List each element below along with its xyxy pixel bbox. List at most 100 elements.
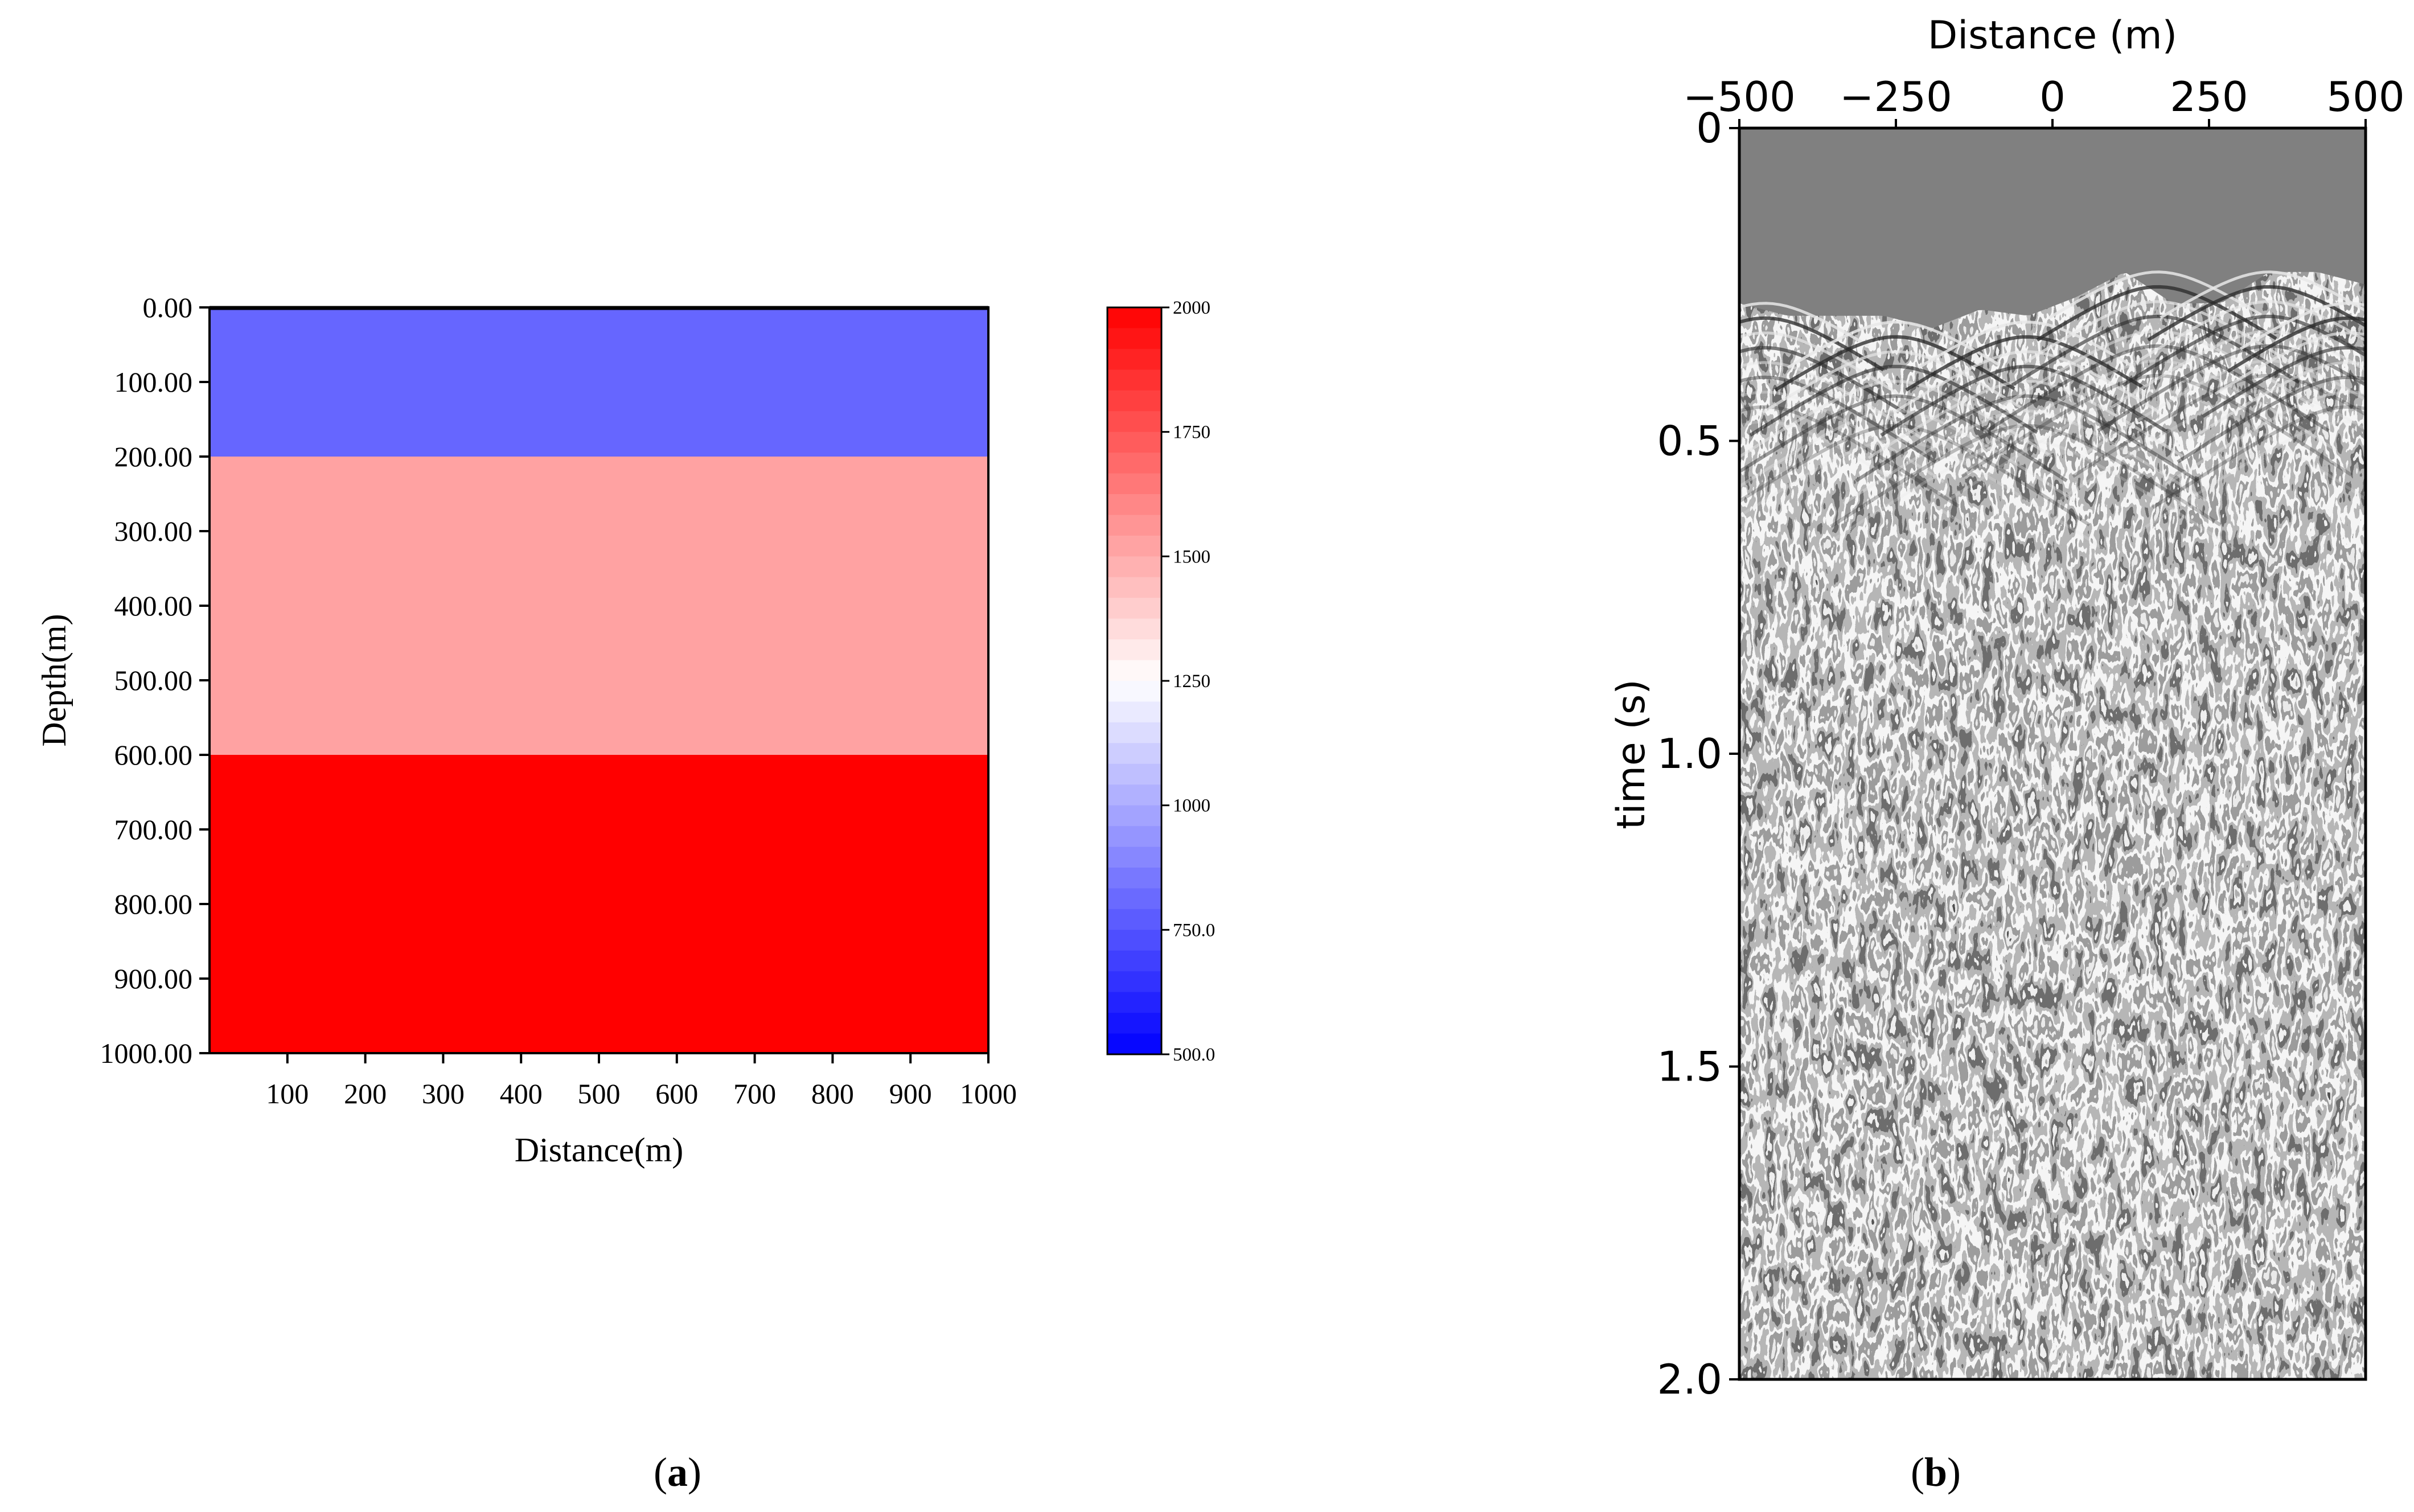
diffraction-arc xyxy=(1905,335,2146,392)
diffraction-arc xyxy=(1787,321,2001,369)
depth-tick-label: 0.00 xyxy=(143,291,193,323)
depth-axis-label: Depth(m) xyxy=(35,614,73,746)
diffraction-arc xyxy=(2189,361,2366,441)
velocity-layer-3 xyxy=(210,755,988,1053)
colorbar-band xyxy=(1107,556,1161,578)
colorbar-band xyxy=(1107,784,1161,806)
diffraction-arc xyxy=(2164,391,2366,486)
diffraction-arc xyxy=(1867,380,2184,459)
time-tick-label: 0 xyxy=(1696,104,1722,152)
depth-tick-label: 800.00 xyxy=(114,888,193,920)
colorbar-band xyxy=(1107,453,1161,474)
depth-tick-label: 400.00 xyxy=(114,590,193,622)
colorbar-band xyxy=(1107,411,1161,433)
colorbar-band xyxy=(1107,598,1161,619)
diffraction-arc xyxy=(2109,330,2366,409)
colorbar-band xyxy=(1107,1033,1161,1055)
diffraction-arc xyxy=(1739,380,2053,459)
colorbar-band xyxy=(1107,681,1161,702)
time-tick-label: 1.0 xyxy=(1657,730,1722,778)
diffraction-arc xyxy=(1739,302,1870,348)
diffraction-arc xyxy=(2227,316,2366,373)
colorbar-band xyxy=(1107,618,1161,640)
colorbar-band xyxy=(1107,971,1161,993)
diffraction-arc xyxy=(1739,346,1907,416)
colorbar-tick-label: 1500 xyxy=(1173,547,1210,567)
colorbar-band xyxy=(1107,473,1161,495)
diffraction-arc xyxy=(1817,439,2236,551)
depth-tick-label: 200.00 xyxy=(114,441,193,472)
colorbar-band xyxy=(1107,390,1161,412)
panel-label-b: (b) xyxy=(1911,1449,1961,1495)
colorbar-tick-label: 500.0 xyxy=(1173,1045,1215,1065)
seismic-distance-tick-label: 250 xyxy=(2170,73,2248,121)
panel-label-a: (a) xyxy=(654,1449,701,1495)
diffraction-arc xyxy=(1998,330,2315,409)
time-axis-label: time (s) xyxy=(1609,679,1654,829)
diffraction-arc xyxy=(2122,314,2366,387)
colorbar-band xyxy=(1107,701,1161,723)
colorbar-band xyxy=(1107,1013,1161,1034)
distance-tick-label: 400 xyxy=(500,1078,543,1110)
diffraction-arc xyxy=(2239,302,2366,351)
diffraction-arc xyxy=(1739,394,2068,483)
diffraction-arc xyxy=(2048,270,2263,319)
seismic-distance-tick-label: −250 xyxy=(1840,73,1952,121)
colorbar-band xyxy=(1107,826,1161,848)
diffraction-arc xyxy=(2214,331,2366,395)
colorbar-band xyxy=(1107,950,1161,972)
diffraction-arc xyxy=(1739,420,1974,532)
colorbar-tick-label: 2000 xyxy=(1173,298,1210,318)
time-tick-label: 2.0 xyxy=(1657,1355,1722,1403)
diffraction-hyperbolas xyxy=(1739,270,2366,551)
diffraction-arc xyxy=(1739,375,1937,464)
diffraction-arc xyxy=(2134,300,2366,364)
distance-axis-ticks: 100 200 300 400 500 600 700 800 900 1000 xyxy=(266,1053,1017,1110)
diffraction-arc xyxy=(1986,344,2330,433)
distance-tick-label: 800 xyxy=(811,1078,854,1110)
diffraction-arc xyxy=(1892,350,2161,414)
depth-tick-label: 300.00 xyxy=(114,515,193,547)
colorbar-band xyxy=(1107,992,1161,1013)
diffraction-arc xyxy=(1842,409,2207,505)
diffraction-arc xyxy=(1855,394,2199,483)
colorbar-band xyxy=(1107,805,1161,827)
colorbar-band xyxy=(1107,369,1161,391)
diffraction-arc xyxy=(2139,420,2366,532)
diffraction-arc xyxy=(2084,359,2366,455)
colorbar-band xyxy=(1107,888,1161,910)
colorbar-ticks: 2000 1750 1500 1250 1000 750.0 500.0 xyxy=(1161,298,1215,1065)
depth-tick-label: 500.00 xyxy=(114,664,193,696)
seismic-distance-axis-label: Distance (m) xyxy=(1928,13,2177,58)
diffraction-arc xyxy=(1948,389,2366,501)
diffraction-arc xyxy=(1739,405,1960,508)
colorbar-band xyxy=(1107,328,1161,350)
diffraction-arc xyxy=(1961,373,2353,478)
colorbar-band xyxy=(1107,743,1161,765)
colorbar-tick-label: 1750 xyxy=(1173,422,1210,443)
diffraction-arc xyxy=(1739,361,1922,439)
colorbar: 2000 1750 1500 1250 1000 750.0 500.0 xyxy=(1106,298,1215,1065)
colorbar-band xyxy=(1107,515,1161,536)
colorbar-band xyxy=(1107,577,1161,598)
colorbar-band xyxy=(1107,494,1161,516)
colorbar-band xyxy=(1107,432,1161,453)
colorbar-tick-label: 1000 xyxy=(1173,796,1210,816)
diffraction-arc xyxy=(1739,331,1899,395)
diffraction-arc xyxy=(2177,375,2366,464)
diffraction-arc xyxy=(1918,321,2132,369)
diffraction-arc xyxy=(1973,359,2338,455)
depth-tick-label: 700.00 xyxy=(114,813,193,845)
colorbar-band xyxy=(1107,307,1161,329)
seismic-distance-tick-label: 500 xyxy=(2326,73,2404,121)
seismic-distance-tick-label: 0 xyxy=(2039,73,2066,121)
diffraction-arc xyxy=(1749,364,2038,437)
colorbar-band xyxy=(1107,348,1161,370)
diffraction-arc xyxy=(2152,405,2366,510)
diffraction-arc xyxy=(1830,424,2222,528)
velocity-layers xyxy=(210,307,988,1053)
colorbar-band xyxy=(1107,763,1161,785)
depth-tick-label: 900.00 xyxy=(114,963,193,995)
colorbar-band xyxy=(1107,639,1161,661)
